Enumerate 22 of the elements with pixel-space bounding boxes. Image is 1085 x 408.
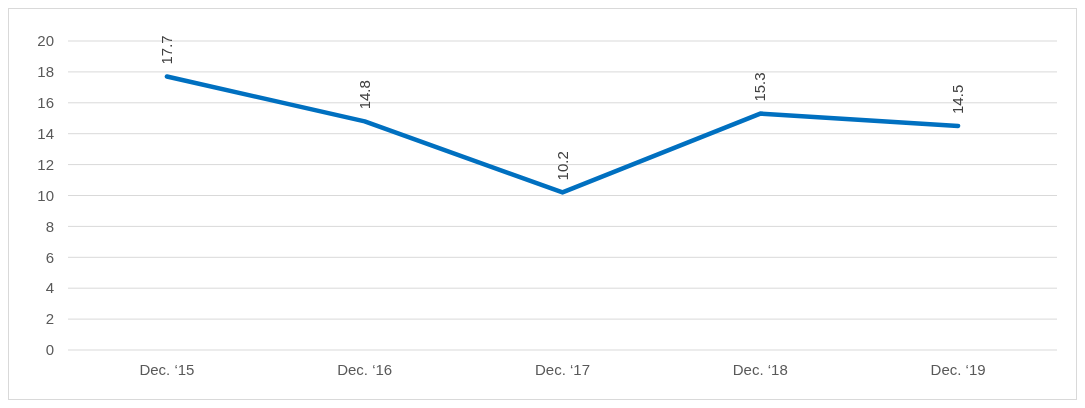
x-tick-label: Dec. ‘17	[534, 361, 591, 378]
y-tick-label: 20	[37, 32, 54, 50]
data-label: 14.5	[949, 84, 967, 114]
data-label: 15.3	[751, 72, 769, 102]
data-label: 10.2	[553, 151, 571, 181]
line-series	[164, 74, 961, 195]
x-tick-label: Dec. ‘19	[930, 361, 986, 378]
data-label: 14.8	[355, 80, 373, 110]
y-tick-label: 6	[45, 248, 54, 266]
x-tick-label: Dec. ‘15	[139, 361, 195, 378]
y-tick-label: 8	[45, 217, 54, 235]
y-tick-label: 16	[37, 94, 54, 112]
y-tick-label: 12	[37, 155, 54, 173]
y-tick-label: 4	[45, 279, 54, 297]
y-tick-label: 10	[37, 186, 54, 204]
x-tick-label: Dec. ‘18	[732, 361, 788, 378]
y-tick-label: 2	[45, 310, 54, 328]
x-tick-label: Dec. ‘16	[337, 361, 393, 378]
data-label: 17.7	[157, 35, 175, 65]
y-tick-label: 18	[37, 63, 54, 81]
y-tick-label: 14	[37, 124, 54, 142]
y-tick-label: 0	[45, 341, 54, 359]
